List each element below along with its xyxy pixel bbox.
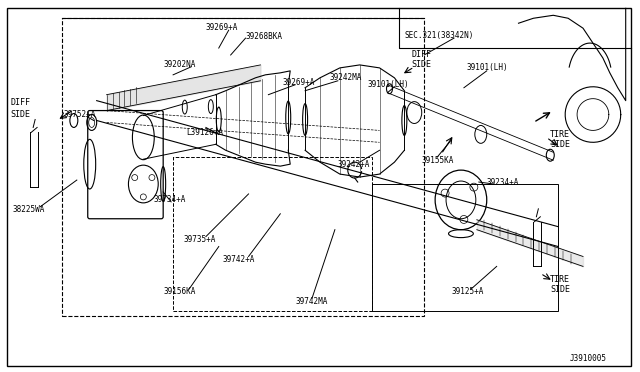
- Text: 39242MA: 39242MA: [330, 73, 362, 82]
- Text: 39101(LH): 39101(LH): [467, 63, 509, 73]
- Text: L39126+A: L39126+A: [186, 128, 223, 137]
- Text: 39125+A: 39125+A: [451, 287, 483, 296]
- Text: SIDE: SIDE: [10, 110, 30, 119]
- Text: SEC.321(38342N): SEC.321(38342N): [404, 31, 474, 40]
- Text: TIRE: TIRE: [550, 130, 570, 139]
- Text: SIDE: SIDE: [550, 285, 570, 294]
- Text: 39101(LH): 39101(LH): [367, 80, 409, 89]
- Text: J3910005: J3910005: [570, 354, 607, 363]
- Text: 39155KA: 39155KA: [421, 156, 454, 165]
- Bar: [372, 184, 558, 311]
- Text: DIFF: DIFF: [412, 51, 431, 60]
- Bar: [62, 18, 424, 316]
- Text: 39752+A: 39752+A: [64, 110, 96, 119]
- Text: SIDE: SIDE: [550, 140, 570, 149]
- Text: 39734+A: 39734+A: [153, 195, 186, 204]
- Text: 39742+A: 39742+A: [223, 255, 255, 264]
- Text: SIDE: SIDE: [412, 60, 431, 70]
- Text: TIRE: TIRE: [550, 275, 570, 284]
- Text: 39234+A: 39234+A: [487, 177, 519, 186]
- Text: 39242+A: 39242+A: [338, 160, 371, 169]
- Text: DIFF: DIFF: [10, 98, 30, 107]
- Text: 39156KA: 39156KA: [163, 287, 196, 296]
- Text: 39742MA: 39742MA: [295, 296, 328, 306]
- Text: 39735+A: 39735+A: [183, 235, 216, 244]
- Bar: [173, 157, 372, 311]
- Text: 39269+A: 39269+A: [206, 23, 238, 32]
- Text: 38225WA: 38225WA: [12, 205, 45, 214]
- Text: 39268BKA: 39268BKA: [246, 32, 283, 41]
- Text: 39202NA: 39202NA: [163, 60, 196, 70]
- Text: 39269+A: 39269+A: [282, 78, 315, 87]
